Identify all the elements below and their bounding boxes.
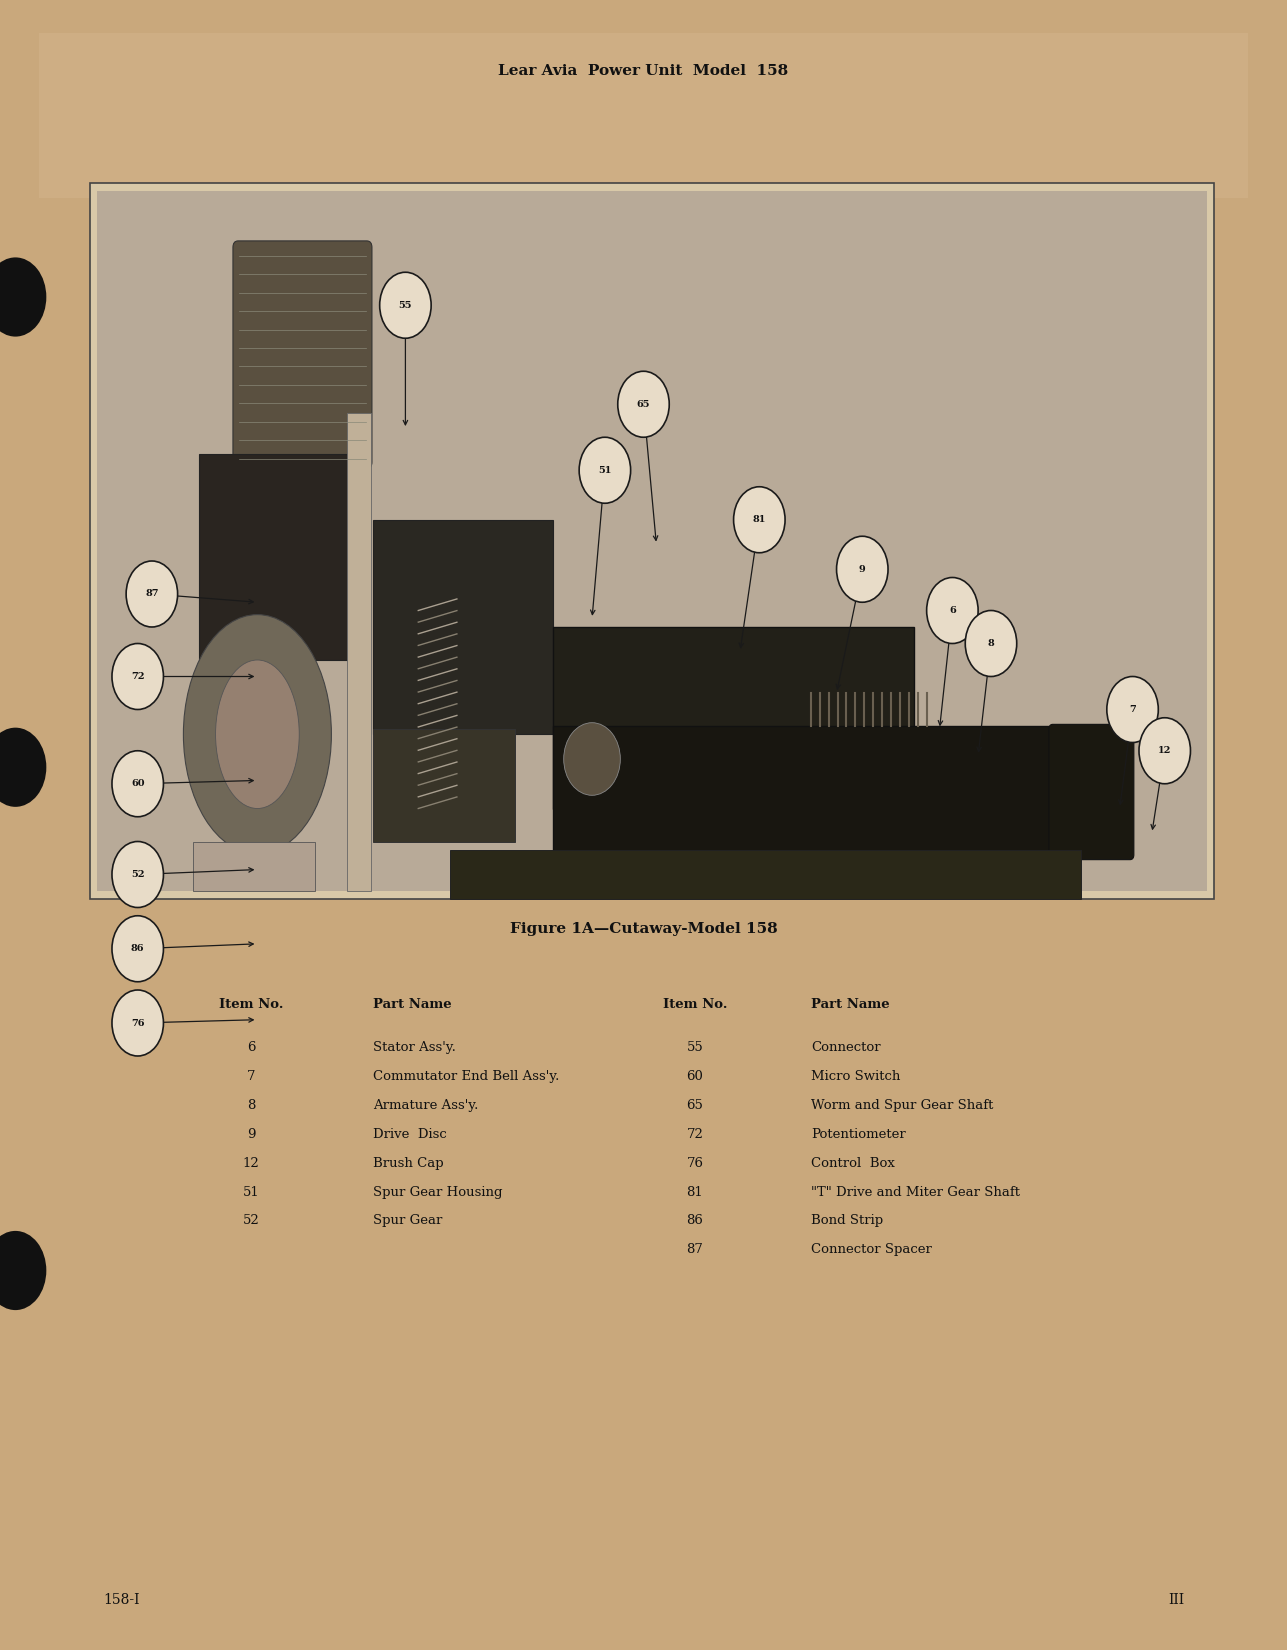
Circle shape <box>380 272 431 338</box>
Text: Item No.: Item No. <box>663 998 727 1011</box>
Text: 87: 87 <box>686 1244 704 1256</box>
Text: 76: 76 <box>131 1018 144 1028</box>
FancyBboxPatch shape <box>233 241 372 469</box>
Circle shape <box>1139 718 1190 784</box>
Circle shape <box>579 437 631 503</box>
Bar <box>39 33 1248 198</box>
Circle shape <box>965 610 1017 676</box>
Text: 8: 8 <box>247 1099 255 1112</box>
Circle shape <box>618 371 669 437</box>
Circle shape <box>927 578 978 644</box>
Bar <box>553 627 914 808</box>
Circle shape <box>1107 676 1158 742</box>
Text: "T" Drive and Miter Gear Shaft: "T" Drive and Miter Gear Shaft <box>811 1185 1019 1198</box>
Circle shape <box>0 728 46 807</box>
Text: Spur Gear Housing: Spur Gear Housing <box>373 1185 503 1198</box>
Circle shape <box>734 487 785 553</box>
Circle shape <box>112 644 163 710</box>
Text: Potentiometer: Potentiometer <box>811 1129 906 1140</box>
Text: 72: 72 <box>686 1129 704 1140</box>
Circle shape <box>0 257 46 337</box>
Text: Drive  Disc: Drive Disc <box>373 1129 447 1140</box>
Text: 158-I: 158-I <box>103 1594 139 1607</box>
Text: Part Name: Part Name <box>811 998 889 1011</box>
Text: 55: 55 <box>686 1041 704 1054</box>
Text: Control  Box: Control Box <box>811 1157 894 1170</box>
Text: 8: 8 <box>987 639 995 648</box>
Bar <box>199 454 367 660</box>
Text: 55: 55 <box>399 300 412 310</box>
Text: Lear Avia  Power Unit  Model  158: Lear Avia Power Unit Model 158 <box>498 64 789 78</box>
Circle shape <box>837 536 888 602</box>
Text: 86: 86 <box>686 1214 704 1228</box>
Text: 81: 81 <box>753 515 766 525</box>
Text: Bond Strip: Bond Strip <box>811 1214 883 1228</box>
Bar <box>97 191 1207 891</box>
Circle shape <box>112 916 163 982</box>
Text: 72: 72 <box>131 672 144 681</box>
Text: 9: 9 <box>858 564 866 574</box>
Text: 6: 6 <box>949 606 956 615</box>
Text: 60: 60 <box>686 1071 704 1082</box>
Text: Micro Switch: Micro Switch <box>811 1071 900 1082</box>
Text: Spur Gear: Spur Gear <box>373 1214 443 1228</box>
Text: 52: 52 <box>131 870 144 879</box>
Text: 87: 87 <box>145 589 158 599</box>
Circle shape <box>112 751 163 817</box>
Circle shape <box>126 561 178 627</box>
Text: Brush Cap: Brush Cap <box>373 1157 444 1170</box>
Text: Armature Ass'y.: Armature Ass'y. <box>373 1099 479 1112</box>
Text: 51: 51 <box>242 1185 260 1198</box>
Circle shape <box>112 990 163 1056</box>
Text: Stator Ass'y.: Stator Ass'y. <box>373 1041 456 1054</box>
Text: Item No.: Item No. <box>219 998 283 1011</box>
Text: 7: 7 <box>1129 705 1136 714</box>
Text: III: III <box>1167 1594 1184 1607</box>
Bar <box>450 850 1081 899</box>
Text: 76: 76 <box>686 1157 704 1170</box>
Text: Part Name: Part Name <box>373 998 452 1011</box>
Bar <box>90 183 1214 899</box>
Text: 12: 12 <box>242 1157 260 1170</box>
Text: 86: 86 <box>131 944 144 954</box>
Text: 6: 6 <box>247 1041 255 1054</box>
Ellipse shape <box>184 615 332 855</box>
Text: 81: 81 <box>686 1185 704 1198</box>
Text: 7: 7 <box>247 1071 255 1082</box>
Text: 52: 52 <box>242 1214 260 1228</box>
Text: Worm and Spur Gear Shaft: Worm and Spur Gear Shaft <box>811 1099 994 1112</box>
Text: Commutator End Bell Ass'y.: Commutator End Bell Ass'y. <box>373 1071 560 1082</box>
Bar <box>347 412 371 891</box>
Text: 12: 12 <box>1158 746 1171 756</box>
Text: 9: 9 <box>247 1129 255 1140</box>
Text: Figure 1A—Cutaway-Model 158: Figure 1A—Cutaway-Model 158 <box>510 922 777 936</box>
Bar <box>193 842 315 891</box>
FancyBboxPatch shape <box>1049 724 1134 860</box>
Bar <box>373 520 553 734</box>
Text: Connector Spacer: Connector Spacer <box>811 1244 932 1256</box>
Text: 65: 65 <box>686 1099 704 1112</box>
Circle shape <box>112 842 163 908</box>
Text: 60: 60 <box>131 779 144 789</box>
Ellipse shape <box>216 660 299 808</box>
Text: 51: 51 <box>598 465 611 475</box>
Bar <box>373 729 515 842</box>
Text: 65: 65 <box>637 399 650 409</box>
Circle shape <box>0 1231 46 1310</box>
Circle shape <box>564 723 620 795</box>
Text: Connector: Connector <box>811 1041 880 1054</box>
Bar <box>553 726 1055 858</box>
